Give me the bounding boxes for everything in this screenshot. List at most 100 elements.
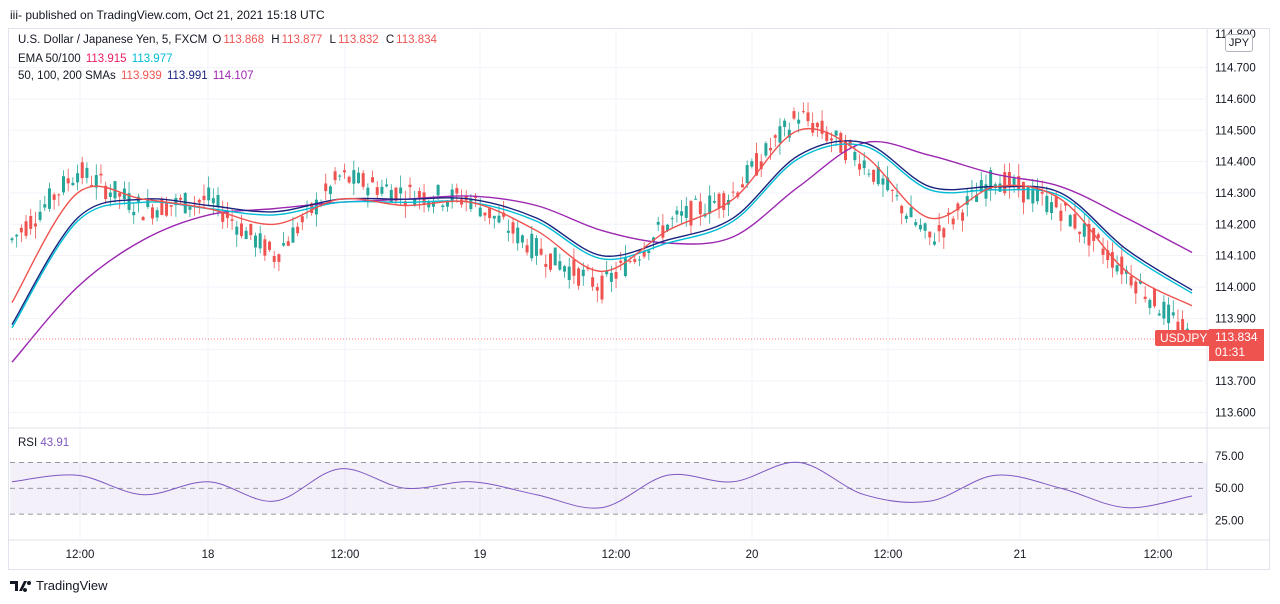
legend-sma: 50, 100, 200 SMAs 113.939 113.991 114.10… [18, 70, 256, 82]
publish-info: iii- published on TradingView.com, Oct 2… [10, 8, 325, 22]
candle-body [829, 138, 833, 141]
candle-body [909, 207, 913, 218]
current-price-label: 113.834 01:31 [1209, 329, 1264, 361]
candle-body [811, 123, 815, 133]
candle-body [427, 201, 431, 208]
candle-body [886, 177, 890, 191]
currency-badge[interactable]: JPY [1225, 34, 1253, 52]
candle-body [1026, 186, 1030, 200]
candle-body [998, 183, 1002, 192]
candle-body [581, 269, 585, 277]
candle-body [544, 263, 548, 267]
candle-body [1138, 280, 1142, 284]
candle-body [970, 189, 974, 191]
candle-body [769, 147, 773, 151]
rsi-value: 43.91 [40, 437, 70, 449]
candle-body [694, 198, 698, 200]
candle-body [385, 184, 389, 187]
candle-body [441, 205, 445, 208]
candle-body [745, 165, 749, 184]
legend-high-label: H [271, 34, 280, 46]
rsi-tick-label: 75.00 [1215, 451, 1244, 463]
candle-body [141, 216, 145, 221]
candle-body [258, 233, 262, 249]
candle-body [951, 218, 955, 225]
candle-body [942, 228, 946, 238]
candle-body [731, 191, 735, 193]
candle-body [24, 221, 28, 236]
candle-body [848, 140, 852, 146]
symbol-tag: USDJPY [1155, 330, 1213, 346]
legend-symbol: U.S. Dollar / Japanese Yen, 5, FXCM [18, 34, 208, 46]
candle-body [1031, 188, 1035, 204]
legend-sma50: 113.939 [121, 70, 162, 82]
candle-body [750, 161, 754, 167]
candle-body [155, 210, 159, 218]
candle-body [99, 173, 103, 176]
candle-body [722, 193, 726, 210]
candle-body [1068, 215, 1072, 227]
candle-body [558, 261, 562, 270]
candle-body [1115, 265, 1119, 272]
legend-high: 113.877 [281, 34, 323, 46]
candle-body [417, 191, 421, 198]
candle-body [1129, 276, 1133, 286]
candle-body [478, 207, 482, 217]
candle-body [979, 179, 983, 192]
price-tick-label: 114.200 [1215, 219, 1256, 231]
price-tick-label: 113.600 [1215, 407, 1256, 419]
candle-body [146, 199, 150, 208]
candle-body [890, 189, 894, 191]
candle-body [591, 277, 595, 287]
candle-body [1096, 234, 1100, 239]
candle-body [108, 192, 112, 197]
candle-body [29, 215, 33, 229]
candle-body [567, 266, 571, 280]
candle-body [277, 254, 281, 262]
candle-body [291, 227, 295, 243]
candle-body [623, 257, 627, 277]
candle-body [221, 212, 225, 222]
legend-ohlc: U.S. Dollar / Japanese Yen, 5, FXCM O 113… [18, 34, 439, 46]
candle-body [918, 224, 922, 230]
candle-body [937, 225, 941, 232]
candle-body [595, 287, 599, 291]
price-tick-label: 113.700 [1215, 376, 1256, 388]
rsi-line [11, 461, 1193, 509]
candle-body [839, 132, 843, 153]
candle-body [216, 195, 220, 207]
candle-body [989, 170, 993, 190]
candle-body [511, 222, 515, 234]
price-tick-label: 114.100 [1215, 251, 1256, 263]
candle-body [150, 207, 154, 219]
candle-body [43, 204, 47, 208]
candle-body [689, 201, 693, 226]
price-tick-label: 114.300 [1215, 188, 1256, 200]
candle-body [1167, 304, 1171, 324]
candle-body [675, 210, 679, 215]
candle-body [900, 205, 904, 214]
tradingview-footer[interactable]: TradingView [10, 578, 108, 593]
price-tick-label: 114.700 [1215, 63, 1256, 75]
candle-body [85, 167, 89, 178]
candle-body [52, 194, 56, 200]
candle-body [1162, 301, 1166, 319]
bar-countdown: 01:31 [1215, 345, 1246, 359]
candle-body [286, 241, 290, 246]
sma50-line [11, 128, 1193, 307]
footer-brand: TradingView [36, 578, 108, 593]
candle-body [160, 198, 164, 216]
candle-body [1110, 252, 1114, 268]
candle-body [614, 272, 618, 279]
time-tick-label: 12:00 [874, 549, 903, 561]
candle-body [619, 260, 623, 263]
candle-body [605, 270, 609, 275]
candle-body [127, 193, 131, 210]
candle-body [647, 250, 651, 253]
candle-body [947, 212, 951, 214]
candle-body [352, 170, 356, 184]
legend-ema: EMA 50/100 113.915 113.977 [18, 53, 175, 65]
candle-body [445, 201, 449, 207]
candle-body [525, 245, 529, 253]
